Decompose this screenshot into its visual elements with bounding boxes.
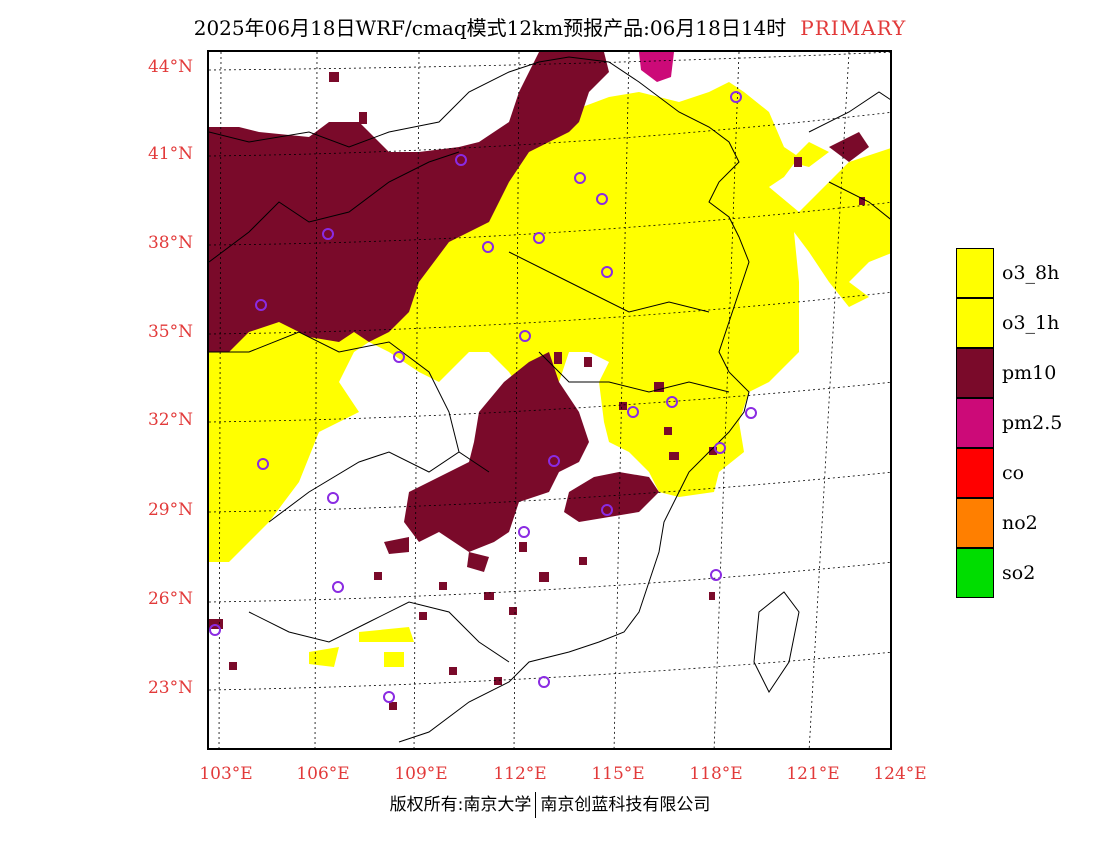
pm10-regions: [209, 52, 869, 572]
lat-label-44n: 44°N: [147, 57, 193, 77]
lon-label-109e: 109°E: [394, 764, 448, 784]
legend-swatch: [956, 498, 994, 548]
lat-label-41n: 41°N: [147, 144, 193, 164]
station-markers: [209, 91, 757, 703]
legend-swatch: [956, 348, 994, 398]
copyright-left: 版权所有:南京大学: [389, 795, 532, 815]
title-primary-tag: PRIMARY: [800, 16, 907, 40]
title-main: 2025年06月18日WRF/cmaq模式12km预报产品:06月18日14时: [193, 16, 787, 40]
pm10-scatter: [209, 72, 865, 710]
legend-swatch: [956, 398, 994, 448]
lat-label-35n: 35°N: [147, 322, 193, 342]
lat-label-23n: 23°N: [147, 678, 193, 698]
o3-regions: [209, 82, 890, 667]
legend-label: o3_1h: [1002, 312, 1060, 334]
legend-label: pm10: [1002, 362, 1057, 384]
lat-label-26n: 26°N: [147, 589, 193, 609]
lon-label-106e: 106°E: [296, 764, 350, 784]
legend-swatch: [956, 248, 994, 298]
legend-label: co: [1002, 462, 1025, 484]
lat-label-29n: 29°N: [147, 500, 193, 520]
footer-separator: [535, 792, 537, 818]
legend-swatch: [956, 298, 994, 348]
legend-swatch: [956, 548, 994, 598]
lon-label-118e: 118°E: [689, 764, 743, 784]
lon-label-103e: 103°E: [199, 764, 253, 784]
lat-label-32n: 32°N: [147, 410, 193, 430]
grid-lines: [209, 52, 890, 748]
lat-label-38n: 38°N: [147, 233, 193, 253]
legend-swatch: [956, 448, 994, 498]
legend-label: o3_8h: [1002, 262, 1060, 284]
forecast-map: [207, 50, 892, 750]
legend-label: pm2.5: [1002, 412, 1063, 434]
map-canvas: [209, 52, 890, 748]
lon-label-124e: 124°E: [873, 764, 927, 784]
lon-label-121e: 121°E: [786, 764, 840, 784]
map-title: 2025年06月18日WRF/cmaq模式12km预报产品:06月18日14时 P…: [0, 12, 1100, 41]
legend-label: so2: [1002, 562, 1036, 584]
lon-label-115e: 115°E: [591, 764, 645, 784]
copyright-footer: 版权所有:南京大学 南京创蓝科技有限公司: [0, 790, 1100, 818]
lon-label-112e: 112°E: [493, 764, 547, 784]
legend-label: no2: [1002, 512, 1038, 534]
copyright-right: 南京创蓝科技有限公司: [540, 795, 711, 815]
pm25-regions: [639, 52, 674, 82]
coastline-borders: [209, 56, 890, 743]
